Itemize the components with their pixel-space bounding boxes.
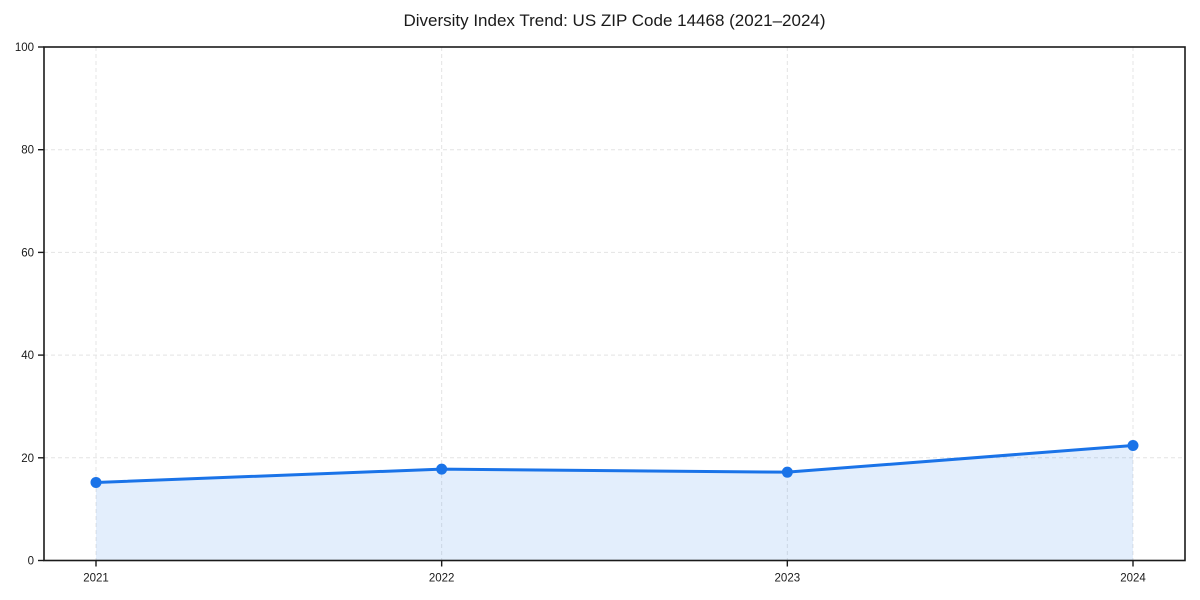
x-tick-label: 2024	[1120, 573, 1146, 585]
y-tick-label: 40	[21, 350, 34, 362]
y-tick-label: 100	[15, 42, 34, 54]
y-tick-label: 0	[28, 556, 34, 568]
trend-line	[94, 443, 1135, 484]
data-point-marker	[781, 466, 793, 478]
data-point-marker	[1127, 439, 1139, 451]
y-tick-label: 20	[21, 453, 34, 465]
y-tick-label: 80	[21, 145, 34, 157]
plot-border	[43, 46, 1186, 562]
x-tick-label: 2023	[775, 573, 801, 585]
x-tick-label: 2021	[83, 573, 109, 585]
y-tick-label: 60	[21, 247, 34, 259]
area-fill	[96, 445, 1133, 561]
chart-title: Diversity Index Trend: US ZIP Code 14468…	[403, 11, 825, 30]
plot-area: 0 20 40 60 80 100 2021 2022 2023 2024	[15, 42, 1186, 585]
data-point-marker	[90, 476, 102, 488]
data-point-marker	[436, 463, 448, 475]
x-tick-label: 2022	[429, 573, 455, 585]
